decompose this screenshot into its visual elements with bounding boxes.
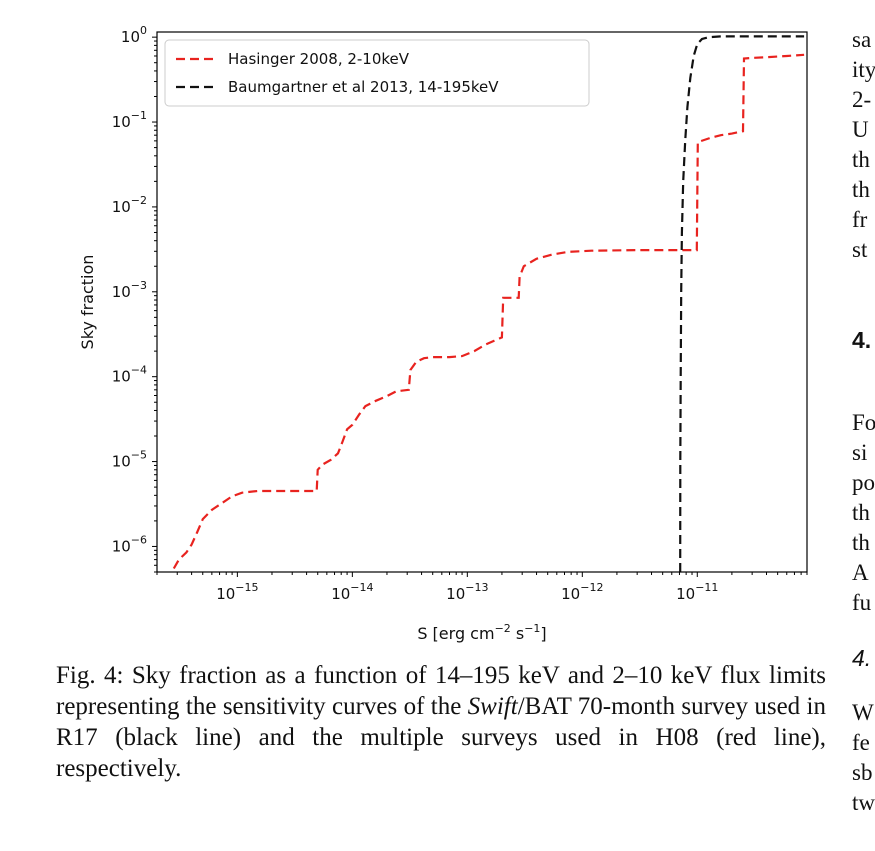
right-column-fragment: th [852,177,870,202]
legend-box [164,39,590,107]
right-column-fragment: fr [852,207,868,232]
y-tick-label: 10−1 [112,109,147,131]
right-column-fragment: 4. [852,645,872,671]
right-column-fragment: 2- [852,87,872,112]
right-column-fragment: si [852,440,868,465]
series-layer [172,35,805,573]
labels-layer: 10−15 10−14 10−13 10−12 10−11 100 10−1 10−2 10−3… [78,24,718,643]
right-column-fragment: th [852,500,870,525]
y-tick-label: 10−3 [112,279,147,301]
right-column-fragment: 4. [852,327,872,353]
legend-entry: Hasinger 2008, 2-10keV [228,50,410,68]
right-column-fragment: th [852,530,870,555]
right-column-fragment: W [852,700,874,725]
y-tick-label: 10−2 [112,194,147,216]
right-column-fragment: th [852,147,870,172]
figure-caption: Fig. 4: Sky fraction as a function of 14… [56,660,826,784]
y-tick-label: 10−4 [112,364,147,386]
caption-swift: Swift [467,693,518,720]
caption-text-2: /BAT 70-month survey used in R17 (black … [56,693,826,782]
y-tick-label: 10−5 [112,449,147,471]
right-column-fragment: fu [852,590,872,615]
right-column-fragment: A [852,560,869,585]
x-tick-label: 10−14 [331,581,373,603]
right-column-fragment: ity [852,57,875,82]
y-tick-label: 100 [121,24,147,46]
plot-frame [156,31,808,573]
x-axis-label: S [erg cm−2 s−1] [417,622,546,643]
y-axis-label: Sky fraction [78,255,97,350]
right-column-fragment: st [852,237,868,262]
sky-fraction-chart: 10−15 10−14 10−13 10−12 10−11 100 10−1 10−2 10−3… [78,24,808,643]
right-column-fragment: tw [852,790,875,815]
x-tick-label: 10−13 [446,581,488,603]
right-column-fragment: fe [852,730,870,755]
legend: Hasinger 2008, 2-10keV Baumgartner et al … [164,39,590,107]
right-column-fragment: U [852,117,869,142]
right-column-fragment: sa [852,27,872,52]
right-column-fragment: Fo [852,410,875,435]
caption-text-1: Sky fraction as a function of 14–195 keV… [56,662,827,720]
series-line-0 [172,53,805,570]
x-tick-label: 10−11 [676,581,718,603]
right-column-fragment: sb [852,760,873,785]
caption-label: Fig. 4: [56,662,124,689]
y-tick-label: 10−6 [112,533,147,555]
series-line-1 [679,35,805,573]
legend-entry: Baumgartner et al 2013, 14-195keV [228,78,499,96]
x-tick-label: 10−15 [216,581,258,603]
ticks-layer [152,36,808,577]
right-column-fragment: po [852,470,875,495]
x-tick-label: 10−12 [561,581,603,603]
